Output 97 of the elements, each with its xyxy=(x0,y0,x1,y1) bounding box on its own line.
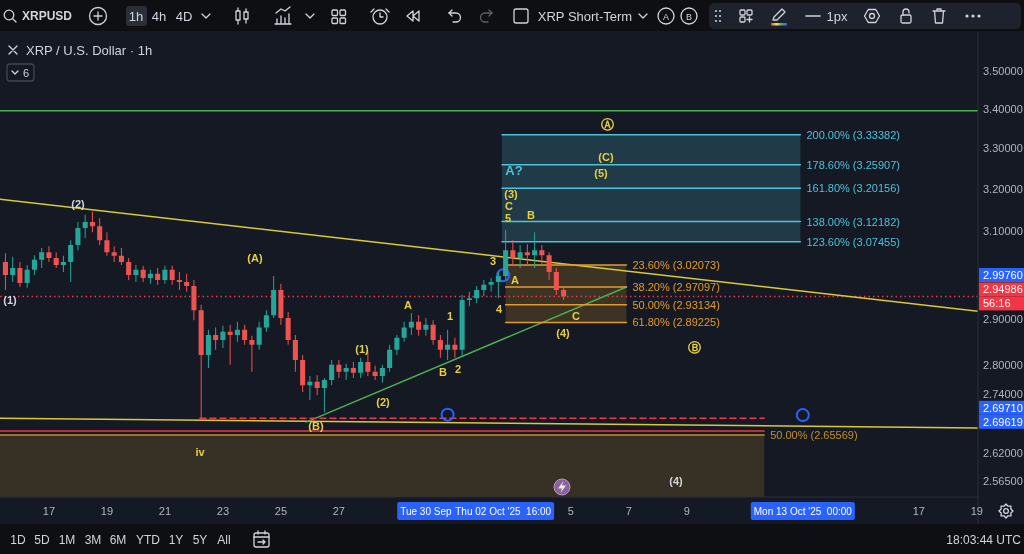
text: 5Y xyxy=(192,533,208,547)
text: YTD xyxy=(136,533,161,547)
text: 1Y xyxy=(168,533,184,547)
y-tick-label: 2.56500 xyxy=(983,474,1023,487)
text: 1D xyxy=(10,533,26,547)
x-tick-label: 23 xyxy=(216,505,230,517)
y-tick-label: 3.40000 xyxy=(983,102,1023,115)
annotation: (1) xyxy=(3,294,18,306)
candlestick xyxy=(227,324,233,365)
series-label: 23.60% (3.02073) xyxy=(632,259,720,272)
x-tick-label: 17 xyxy=(42,505,56,517)
candlestick xyxy=(46,246,52,262)
y-tick-label: 3.50000 xyxy=(983,64,1023,77)
text: XRP Short-Term xyxy=(537,8,633,24)
annotation: A xyxy=(511,274,520,286)
annotation: (A) xyxy=(247,252,263,264)
text: 56:16 xyxy=(983,297,1011,310)
y-tick-label: 3.20000 xyxy=(983,182,1023,195)
x-tick-label: 19 xyxy=(100,505,114,517)
annotation: (C) xyxy=(598,151,614,163)
series-label: 138.00% (3.12182) xyxy=(806,215,900,228)
text: 6M xyxy=(109,533,127,547)
annotation: B xyxy=(439,366,448,378)
text: 3M xyxy=(84,533,102,547)
series-label: 50.00% (2.65569) xyxy=(770,429,858,442)
candlestick xyxy=(343,363,349,380)
y-tick-label: 2.80000 xyxy=(983,359,1023,372)
annotation: (4) xyxy=(556,327,571,339)
candlestick xyxy=(532,232,538,268)
x-tick-label: 19 xyxy=(970,505,983,517)
candlestick xyxy=(350,361,356,379)
series-label: 161.80% (3.20156) xyxy=(806,182,900,195)
candlestick xyxy=(249,335,255,372)
text: XRP / U.S. Dollar · 1h xyxy=(26,42,153,58)
ref-line-label: 2.94986 xyxy=(983,283,1023,296)
candlestick xyxy=(524,244,530,265)
annotation: C xyxy=(572,310,581,322)
annotation: (5) xyxy=(594,167,609,179)
y-tick-label: 2.62000 xyxy=(983,446,1023,459)
y-tick-label: 3.30000 xyxy=(983,142,1023,155)
x-tick-label: 5 xyxy=(567,505,574,517)
annotation: iv xyxy=(195,446,206,458)
annotation: 2 xyxy=(454,363,462,375)
annotation: B xyxy=(527,209,536,221)
annotation: (B) xyxy=(308,420,324,432)
series-label: 178.60% (3.25907) xyxy=(806,158,900,171)
text: 2.69710 xyxy=(983,401,1023,414)
annotation: 4 xyxy=(495,303,503,315)
text: 2.69619 xyxy=(983,415,1023,428)
annotation: Ⓐ xyxy=(600,116,614,132)
annotation: (1) xyxy=(355,343,370,355)
candlestick xyxy=(39,248,45,268)
annotation: Ⓑ xyxy=(687,339,701,355)
annotation: A? xyxy=(505,162,523,178)
candlestick xyxy=(176,271,182,291)
text: A xyxy=(662,11,670,22)
annotation: A xyxy=(404,299,413,311)
x-tick-label: 27 xyxy=(332,505,346,517)
y-tick-label: 3.10000 xyxy=(983,224,1023,237)
annotation: (4) xyxy=(669,475,684,487)
text: 5D xyxy=(34,533,50,547)
x-tick-label: 17 xyxy=(912,505,925,517)
x-tick-label: 7 xyxy=(625,505,632,517)
candlestick xyxy=(517,244,523,268)
annotation: 6 xyxy=(22,66,30,79)
series-label: 200.00% (3.33382) xyxy=(806,128,900,141)
x-tick-label: 9 xyxy=(683,505,690,517)
annotation: 5 xyxy=(504,212,512,224)
text: 2.99760 xyxy=(983,269,1023,281)
series-label: 50.00% (2.93134) xyxy=(632,298,720,311)
series-label: 61.80% (2.89225) xyxy=(632,316,720,329)
point xyxy=(496,268,511,283)
candlestick xyxy=(488,278,494,292)
annotation: 1 xyxy=(446,310,454,322)
text: XRPUSD xyxy=(22,9,73,23)
annotation: C xyxy=(505,200,514,212)
series-label: 123.60% (3.07455) xyxy=(806,235,900,248)
annotation: (3) xyxy=(504,188,519,200)
candlestick xyxy=(466,291,472,307)
annotation: (2) xyxy=(71,198,86,210)
point xyxy=(440,407,455,422)
x-tick-label: 25 xyxy=(274,505,288,517)
text: 4D xyxy=(175,8,193,24)
y-tick-label: 2.74000 xyxy=(983,387,1023,400)
annotation: (2) xyxy=(376,396,391,408)
y-tick-label: 2.90000 xyxy=(983,312,1023,325)
x-tick-label: 21 xyxy=(158,505,172,517)
annotation: 3 xyxy=(489,255,497,267)
text: 4h xyxy=(151,8,167,24)
text: 1px xyxy=(826,8,848,24)
text: 1M xyxy=(58,533,76,547)
text: All xyxy=(217,533,231,547)
point xyxy=(795,408,810,423)
candlestick xyxy=(111,246,117,262)
text: B xyxy=(685,11,693,22)
series-label: 38.20% (2.97097) xyxy=(632,280,720,293)
text: 18:03:44 UTC xyxy=(946,533,1022,547)
